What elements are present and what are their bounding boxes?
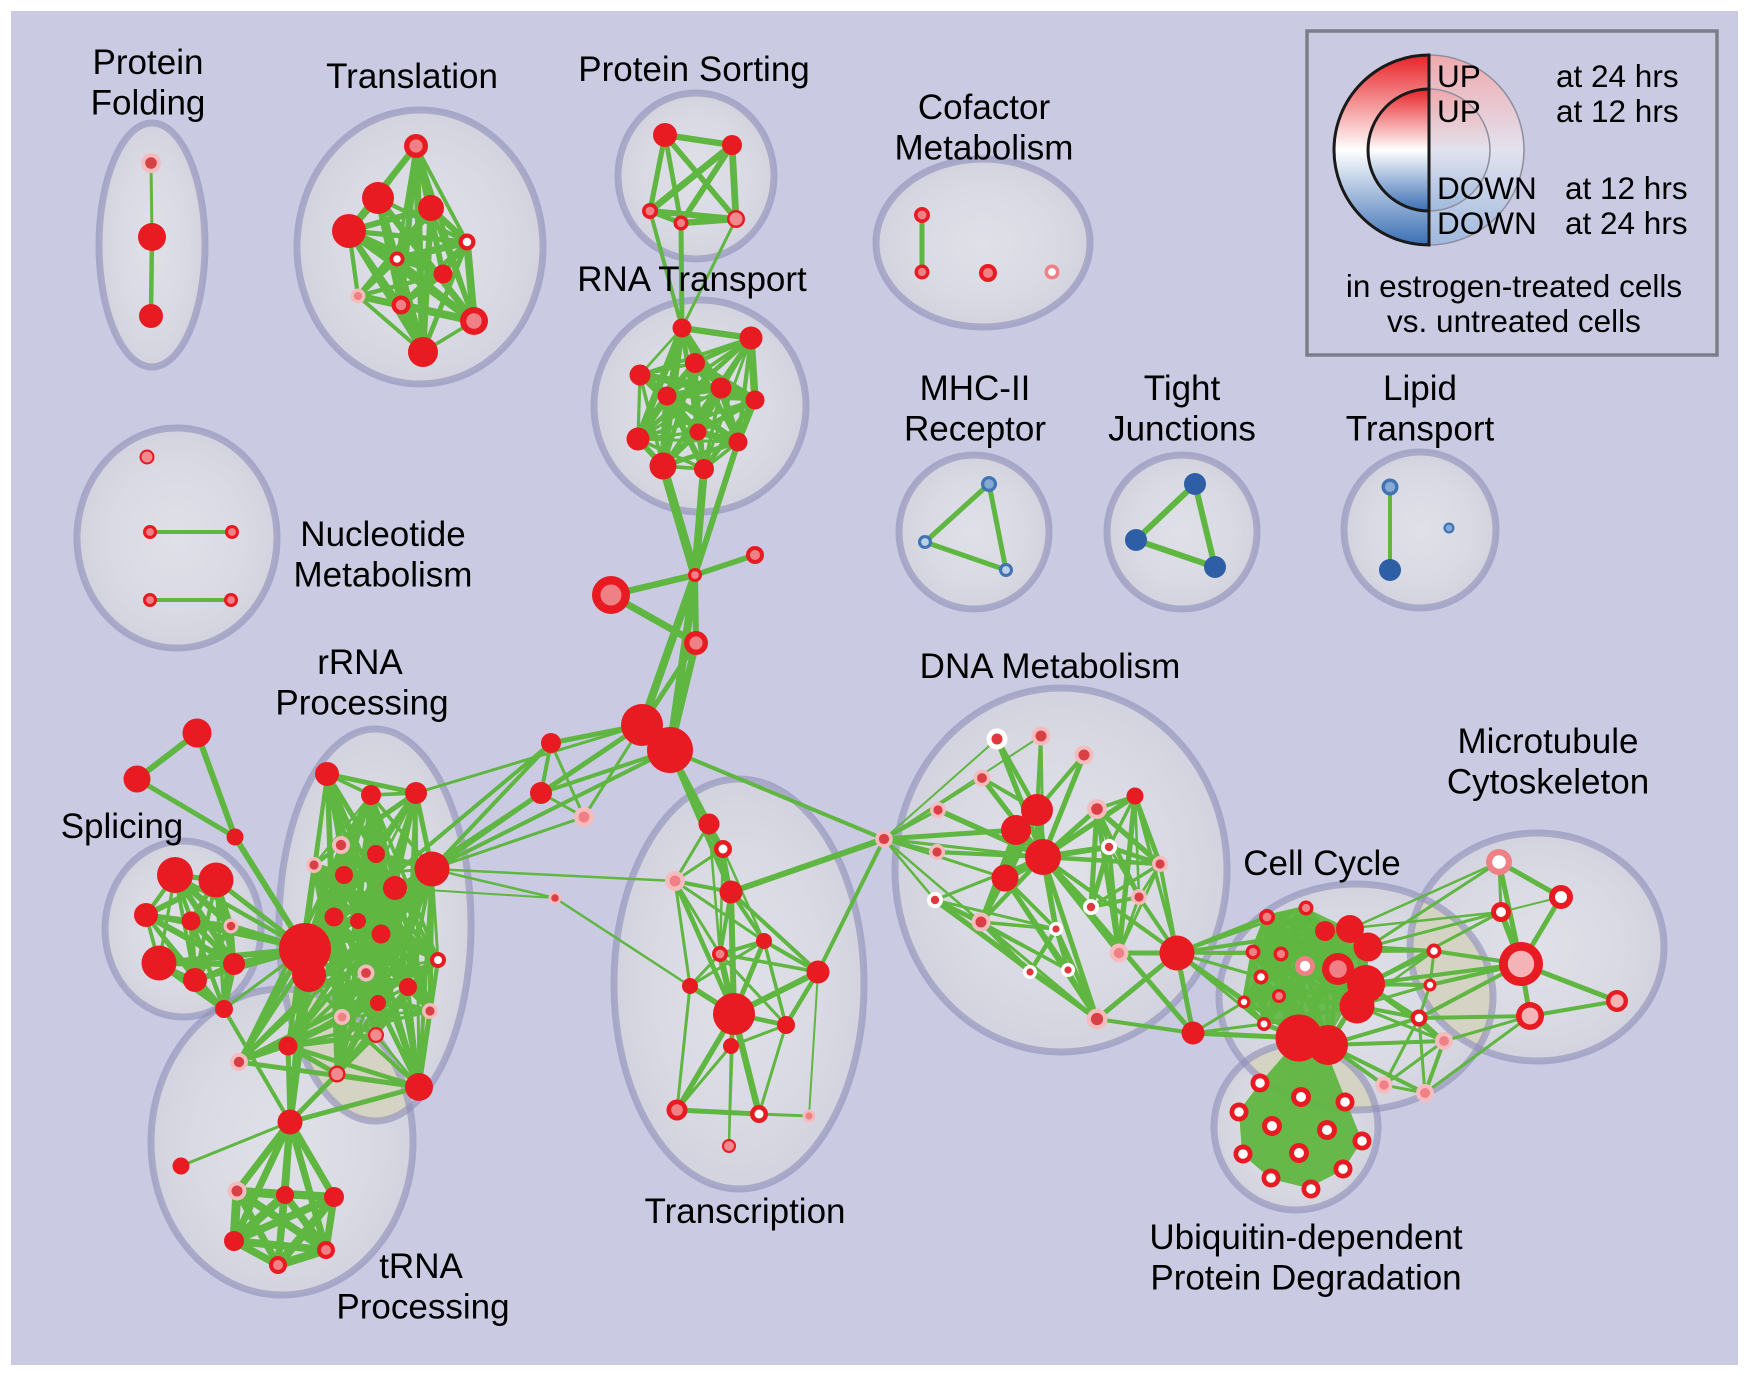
svg-text:Microtubule: Microtubule (1458, 722, 1639, 761)
svg-text:DOWN: DOWN (1437, 170, 1537, 206)
svg-text:Translation: Translation (326, 57, 498, 96)
svg-text:Protein Sorting: Protein Sorting (578, 50, 810, 89)
svg-text:at 24 hrs: at 24 hrs (1565, 205, 1688, 241)
svg-text:MHC-II: MHC-II (920, 369, 1031, 408)
svg-text:Cell Cycle: Cell Cycle (1243, 844, 1401, 883)
svg-text:Protein Degradation: Protein Degradation (1150, 1259, 1461, 1298)
svg-text:RNA Transport: RNA Transport (577, 260, 807, 299)
svg-text:Receptor: Receptor (904, 410, 1046, 449)
svg-text:vs. untreated cells: vs. untreated cells (1387, 303, 1641, 339)
svg-text:Transport: Transport (1346, 410, 1495, 449)
svg-text:Metabolism: Metabolism (294, 556, 473, 595)
svg-text:at 24 hrs: at 24 hrs (1556, 58, 1679, 94)
svg-text:Folding: Folding (91, 84, 206, 123)
svg-text:in estrogen-treated cells: in estrogen-treated cells (1346, 268, 1682, 304)
svg-text:Lipid: Lipid (1383, 369, 1457, 408)
svg-text:Cofactor: Cofactor (918, 88, 1051, 127)
svg-text:Protein: Protein (93, 43, 204, 82)
svg-text:Processing: Processing (336, 1288, 509, 1327)
svg-text:DNA Metabolism: DNA Metabolism (920, 647, 1181, 686)
svg-text:Splicing: Splicing (61, 807, 184, 846)
svg-text:at 12 hrs: at 12 hrs (1556, 93, 1679, 129)
svg-text:Junctions: Junctions (1108, 410, 1256, 449)
svg-text:at 12 hrs: at 12 hrs (1565, 170, 1688, 206)
svg-text:tRNA: tRNA (379, 1247, 463, 1286)
svg-text:UP: UP (1437, 93, 1481, 129)
svg-text:UP: UP (1437, 58, 1481, 94)
svg-text:DOWN: DOWN (1437, 205, 1537, 241)
svg-text:Metabolism: Metabolism (895, 129, 1074, 168)
svg-text:Processing: Processing (275, 684, 448, 723)
svg-text:Tight: Tight (1144, 369, 1221, 408)
svg-text:rRNA: rRNA (317, 643, 403, 682)
svg-text:Cytoskeleton: Cytoskeleton (1447, 763, 1649, 802)
svg-text:Nucleotide: Nucleotide (300, 515, 465, 554)
svg-text:Ubiquitin-dependent: Ubiquitin-dependent (1149, 1218, 1463, 1257)
svg-text:Transcription: Transcription (645, 1192, 846, 1231)
